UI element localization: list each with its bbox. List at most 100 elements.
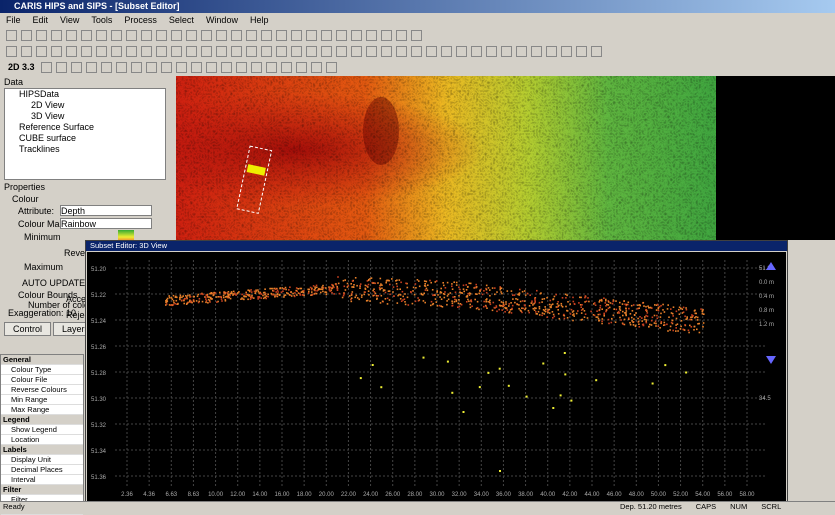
toolbar-button[interactable] (126, 46, 137, 57)
toolbar-button[interactable] (246, 30, 257, 41)
toolbar-button[interactable] (381, 46, 392, 57)
toolbar-button[interactable] (146, 62, 157, 73)
checkbox-label[interactable]: Minimum (24, 232, 61, 242)
toolbar-button[interactable] (276, 30, 287, 41)
toolbar-button[interactable] (411, 30, 422, 41)
property-row[interactable]: Decimal Places (1, 465, 83, 475)
toolbar-button[interactable] (591, 46, 602, 57)
tree-item[interactable]: Reference Surface (5, 122, 165, 133)
toolbar-button[interactable] (6, 46, 17, 57)
toolbar-button[interactable] (251, 62, 262, 73)
toolbar-button[interactable] (41, 62, 52, 73)
toolbar-button[interactable] (86, 62, 97, 73)
toolbar-button[interactable] (306, 30, 317, 41)
toolbar-button[interactable] (321, 30, 332, 41)
toolbar-button[interactable] (221, 62, 232, 73)
toolbar-button[interactable] (336, 30, 347, 41)
property-row[interactable]: Interval (1, 475, 83, 485)
toolbar-button[interactable] (81, 30, 92, 41)
toolbar-button[interactable] (311, 62, 322, 73)
menu-item[interactable]: Tools (91, 15, 112, 25)
toolbar-button[interactable] (156, 46, 167, 57)
toolbar-button[interactable] (66, 46, 77, 57)
toolbar-button[interactable] (186, 46, 197, 57)
toolbar-button[interactable] (531, 46, 542, 57)
toolbar-button[interactable] (426, 46, 437, 57)
property-row[interactable]: Min Range (1, 395, 83, 405)
tree-item[interactable]: Tracklines (5, 144, 165, 155)
toolbar-button[interactable] (66, 30, 77, 41)
toolbar-button[interactable] (216, 46, 227, 57)
toolbar-button[interactable] (176, 62, 187, 73)
toolbar-button[interactable] (366, 30, 377, 41)
menu-item[interactable]: Process (124, 15, 157, 25)
menu-item[interactable]: Edit (33, 15, 49, 25)
toolbar-button[interactable] (411, 46, 422, 57)
toolbar-button[interactable] (171, 30, 182, 41)
property-row[interactable]: Colour Type (1, 365, 83, 375)
property-row[interactable]: Show Legend (1, 425, 83, 435)
toolbar-button[interactable] (381, 30, 392, 41)
tree-item[interactable]: HIPSData (5, 89, 165, 100)
toolbar-button[interactable] (161, 62, 172, 73)
toolbar-button[interactable] (576, 46, 587, 57)
toolbar-button[interactable] (96, 46, 107, 57)
toolbar-button[interactable] (131, 62, 142, 73)
toolbar-button[interactable] (366, 46, 377, 57)
property-row[interactable]: Colour File (1, 375, 83, 385)
toolbar-button[interactable] (516, 46, 527, 57)
toolbar-button[interactable] (116, 62, 127, 73)
toolbar-button[interactable] (396, 30, 407, 41)
toolbar-button[interactable] (396, 46, 407, 57)
property-row[interactable]: Max Range (1, 405, 83, 415)
toolbar-button[interactable] (456, 46, 467, 57)
property-row[interactable]: Reverse Colours (1, 385, 83, 395)
tab[interactable]: Control (4, 322, 51, 336)
toolbar-button[interactable] (156, 30, 167, 41)
toolbar-button[interactable] (56, 62, 67, 73)
toolbar-button[interactable] (186, 30, 197, 41)
toolbar-button[interactable] (336, 46, 347, 57)
tree-item[interactable]: CUBE surface (5, 133, 165, 144)
toolbar-button[interactable] (351, 46, 362, 57)
toolbar-button[interactable] (111, 30, 122, 41)
tree-item[interactable]: 2D View (5, 100, 165, 111)
toolbar-button[interactable] (291, 46, 302, 57)
toolbar-button[interactable] (351, 30, 362, 41)
toolbar-button[interactable] (191, 62, 202, 73)
toolbar-button[interactable] (471, 46, 482, 57)
group-header[interactable]: General (1, 355, 83, 365)
toolbar-button[interactable] (236, 62, 247, 73)
toolbar-button[interactable] (231, 46, 242, 57)
toolbar-button[interactable] (171, 46, 182, 57)
toolbar-button[interactable] (501, 46, 512, 57)
group-header[interactable]: Filter (1, 485, 83, 495)
toolbar-button[interactable] (101, 62, 112, 73)
toolbar-button[interactable] (21, 30, 32, 41)
toolbar-button[interactable] (276, 46, 287, 57)
toolbar-button[interactable] (126, 30, 137, 41)
toolbar-button[interactable] (96, 30, 107, 41)
toolbar-button[interactable] (51, 30, 62, 41)
toolbar-button[interactable] (546, 46, 557, 57)
toolbar-button[interactable] (291, 30, 302, 41)
toolbar-button[interactable] (261, 46, 272, 57)
group-header[interactable]: Labels (1, 445, 83, 455)
toolbar-button[interactable] (306, 46, 317, 57)
toolbar-button[interactable] (246, 46, 257, 57)
toolbar-button[interactable] (111, 46, 122, 57)
toolbar-button[interactable] (216, 30, 227, 41)
checkbox-label[interactable]: Maximum (24, 262, 63, 272)
group-header[interactable]: Legend (1, 415, 83, 425)
toolbar-button[interactable] (321, 46, 332, 57)
toolbar-button[interactable] (71, 62, 82, 73)
property-row[interactable]: Display Unit (1, 455, 83, 465)
checkbox-label[interactable]: AUTO UPDATE (22, 278, 85, 288)
menu-item[interactable]: File (6, 15, 21, 25)
menu-item[interactable]: Help (250, 15, 269, 25)
toolbar-button[interactable] (326, 62, 337, 73)
toolbar-button[interactable] (141, 30, 152, 41)
toolbar-button[interactable] (231, 30, 242, 41)
toolbar-button[interactable] (36, 30, 47, 41)
property-row[interactable]: Location (1, 435, 83, 445)
